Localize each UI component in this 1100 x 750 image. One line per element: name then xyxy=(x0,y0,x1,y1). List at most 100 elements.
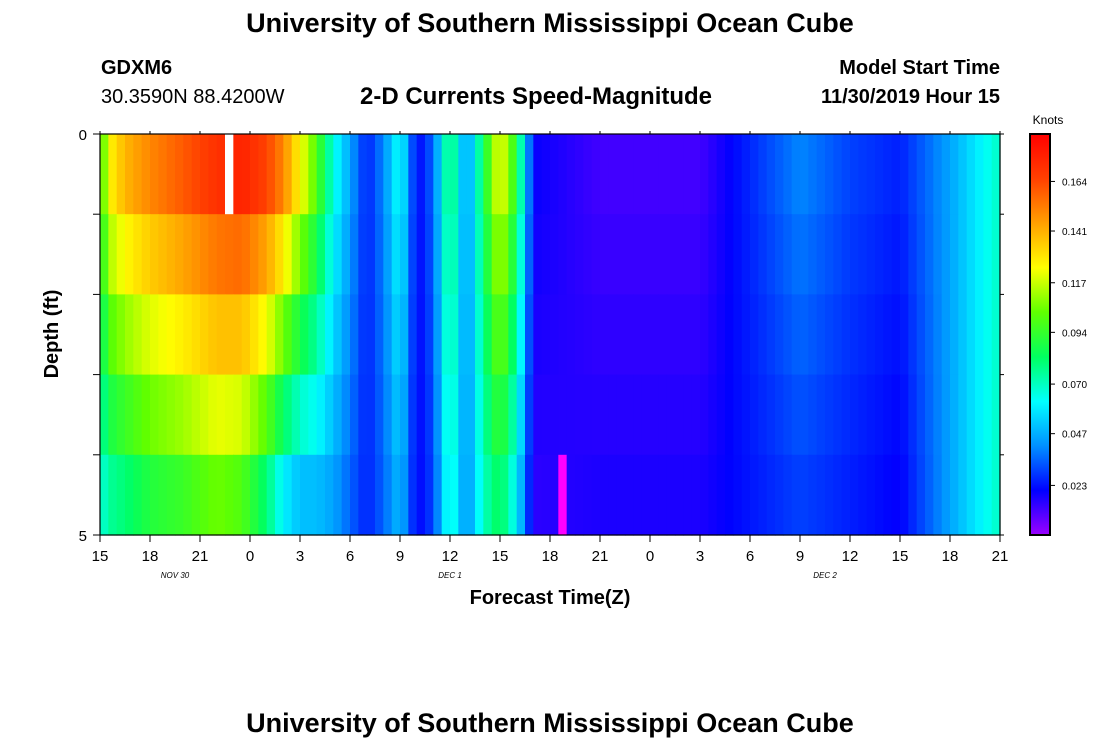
heat-cell xyxy=(458,134,468,215)
heat-cell xyxy=(766,134,776,215)
heat-cell xyxy=(383,294,393,376)
heat-cell xyxy=(675,454,684,536)
heat-cell xyxy=(800,374,809,456)
heat-cell xyxy=(575,454,584,536)
heat-cell xyxy=(400,374,409,456)
heat-cell xyxy=(825,374,834,456)
x-tick-label: 18 xyxy=(542,548,559,565)
heat-cell xyxy=(833,294,843,376)
colorbar-tick-label: 0.094 xyxy=(1062,328,1087,339)
heat-cell xyxy=(125,214,134,295)
heat-cell xyxy=(241,294,251,376)
heat-cell xyxy=(541,294,551,376)
heat-cell xyxy=(258,374,268,456)
heat-cell xyxy=(400,134,409,215)
heat-cell xyxy=(216,134,226,215)
heat-cell xyxy=(533,294,543,376)
heat-cell xyxy=(775,134,784,215)
heat-cell xyxy=(733,454,743,536)
heat-cell xyxy=(150,294,159,376)
heat-cell xyxy=(833,214,843,295)
heat-cell xyxy=(233,294,243,376)
heat-cell xyxy=(375,294,384,376)
heat-cell xyxy=(758,294,768,376)
heat-cell xyxy=(158,214,168,295)
heat-cell xyxy=(266,214,276,295)
heat-cell xyxy=(166,374,176,456)
heat-cell xyxy=(133,214,143,295)
heat-cell xyxy=(591,294,601,376)
heat-cell xyxy=(983,214,993,295)
heat-cell xyxy=(200,374,209,456)
heat-cell xyxy=(925,294,934,376)
heat-cell xyxy=(975,374,984,456)
heat-cell xyxy=(741,294,751,376)
heat-cell xyxy=(691,294,701,376)
heat-cell xyxy=(741,134,751,215)
heat-cell xyxy=(158,374,168,456)
x-tick-label: 3 xyxy=(696,548,704,565)
heat-cell xyxy=(333,374,343,456)
heat-cell xyxy=(783,214,793,295)
heat-cell xyxy=(258,134,268,215)
heat-cell xyxy=(833,374,843,456)
heat-cell xyxy=(341,454,351,536)
heat-cell xyxy=(808,374,818,456)
colorbar-unit: Knots xyxy=(1033,113,1064,127)
heat-cell xyxy=(641,374,651,456)
heat-cell xyxy=(275,374,284,456)
heat-cell xyxy=(391,294,401,376)
heat-cell xyxy=(233,374,243,456)
heat-cell xyxy=(325,134,334,215)
heat-cell xyxy=(725,294,734,376)
heat-cell xyxy=(566,294,576,376)
heat-cell xyxy=(883,374,893,456)
heat-cell xyxy=(258,294,268,376)
heat-cell xyxy=(875,454,884,536)
heat-cell xyxy=(783,374,793,456)
heat-cell xyxy=(208,134,218,215)
heat-cell xyxy=(408,134,418,215)
heat-cell xyxy=(983,374,993,456)
heat-cell xyxy=(575,134,584,215)
heat-cell xyxy=(283,214,293,295)
heat-cell xyxy=(741,374,751,456)
heat-cell xyxy=(825,134,834,215)
heat-cell xyxy=(541,214,551,295)
heat-cell xyxy=(508,214,518,295)
heat-cell xyxy=(975,214,984,295)
heat-cell xyxy=(316,214,326,295)
heat-cell xyxy=(400,294,409,376)
heat-cell xyxy=(116,214,126,295)
heat-cell xyxy=(175,454,184,536)
heat-cell xyxy=(691,374,701,456)
heat-cell xyxy=(800,214,809,295)
heat-cell xyxy=(958,134,968,215)
heat-cell xyxy=(766,374,776,456)
heat-cell xyxy=(216,374,226,456)
heat-cell xyxy=(833,134,843,215)
heat-cell xyxy=(566,454,576,536)
heat-cell xyxy=(625,374,634,456)
heat-cell xyxy=(200,294,209,376)
heat-cell xyxy=(291,134,301,215)
heat-cell xyxy=(716,294,726,376)
heat-cell xyxy=(700,214,709,295)
heat-cell xyxy=(291,294,301,376)
heat-cell xyxy=(750,374,759,456)
heat-cell xyxy=(166,214,176,295)
heat-cell xyxy=(758,214,768,295)
heat-cell xyxy=(525,374,534,456)
page-title: University of Southern Mississippi Ocean… xyxy=(246,8,854,38)
colorbar-tick-label: 0.117 xyxy=(1062,279,1087,290)
heat-cell xyxy=(425,454,434,536)
heat-cell xyxy=(666,374,676,456)
heat-cell xyxy=(866,214,876,295)
heat-cell xyxy=(766,454,776,536)
heat-cell xyxy=(200,214,209,295)
heat-cell xyxy=(183,134,193,215)
heat-cell xyxy=(416,214,426,295)
heat-cell xyxy=(325,374,334,456)
heat-cell xyxy=(225,374,234,456)
x-tick-label: 18 xyxy=(942,548,959,565)
